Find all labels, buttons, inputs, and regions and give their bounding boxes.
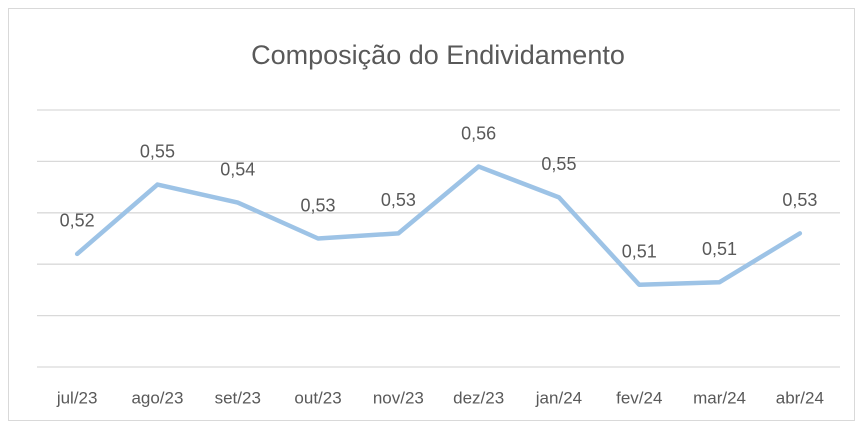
data-label: 0,55 — [140, 141, 175, 161]
data-label: 0,52 — [60, 211, 95, 231]
x-tick-label: ago/23 — [131, 388, 183, 407]
x-tick-label: jul/23 — [56, 388, 98, 407]
data-label: 0,55 — [541, 154, 576, 174]
x-tick-label: fev/24 — [616, 388, 662, 407]
data-label: 0,53 — [782, 190, 817, 210]
x-tick-label: abr/24 — [776, 388, 824, 407]
line — [74, 164, 803, 288]
data-label: 0,53 — [381, 190, 416, 210]
data-label: 0,56 — [461, 123, 496, 143]
chart-border — [8, 8, 855, 421]
x-tick-label: dez/23 — [453, 388, 504, 407]
x-tick-label: nov/23 — [373, 388, 424, 407]
x-tick-label: out/23 — [294, 388, 341, 407]
data-label: 0,54 — [220, 159, 255, 179]
x-tick-label: jan/24 — [535, 388, 582, 407]
chart-title: Composição do Endividamento — [251, 40, 625, 70]
x-tick-label: set/23 — [215, 388, 261, 407]
x-tick-label: mar/24 — [693, 388, 746, 407]
data-label: 0,51 — [622, 242, 657, 262]
data-label: 0,53 — [301, 195, 336, 215]
data-label: 0,51 — [702, 239, 737, 259]
